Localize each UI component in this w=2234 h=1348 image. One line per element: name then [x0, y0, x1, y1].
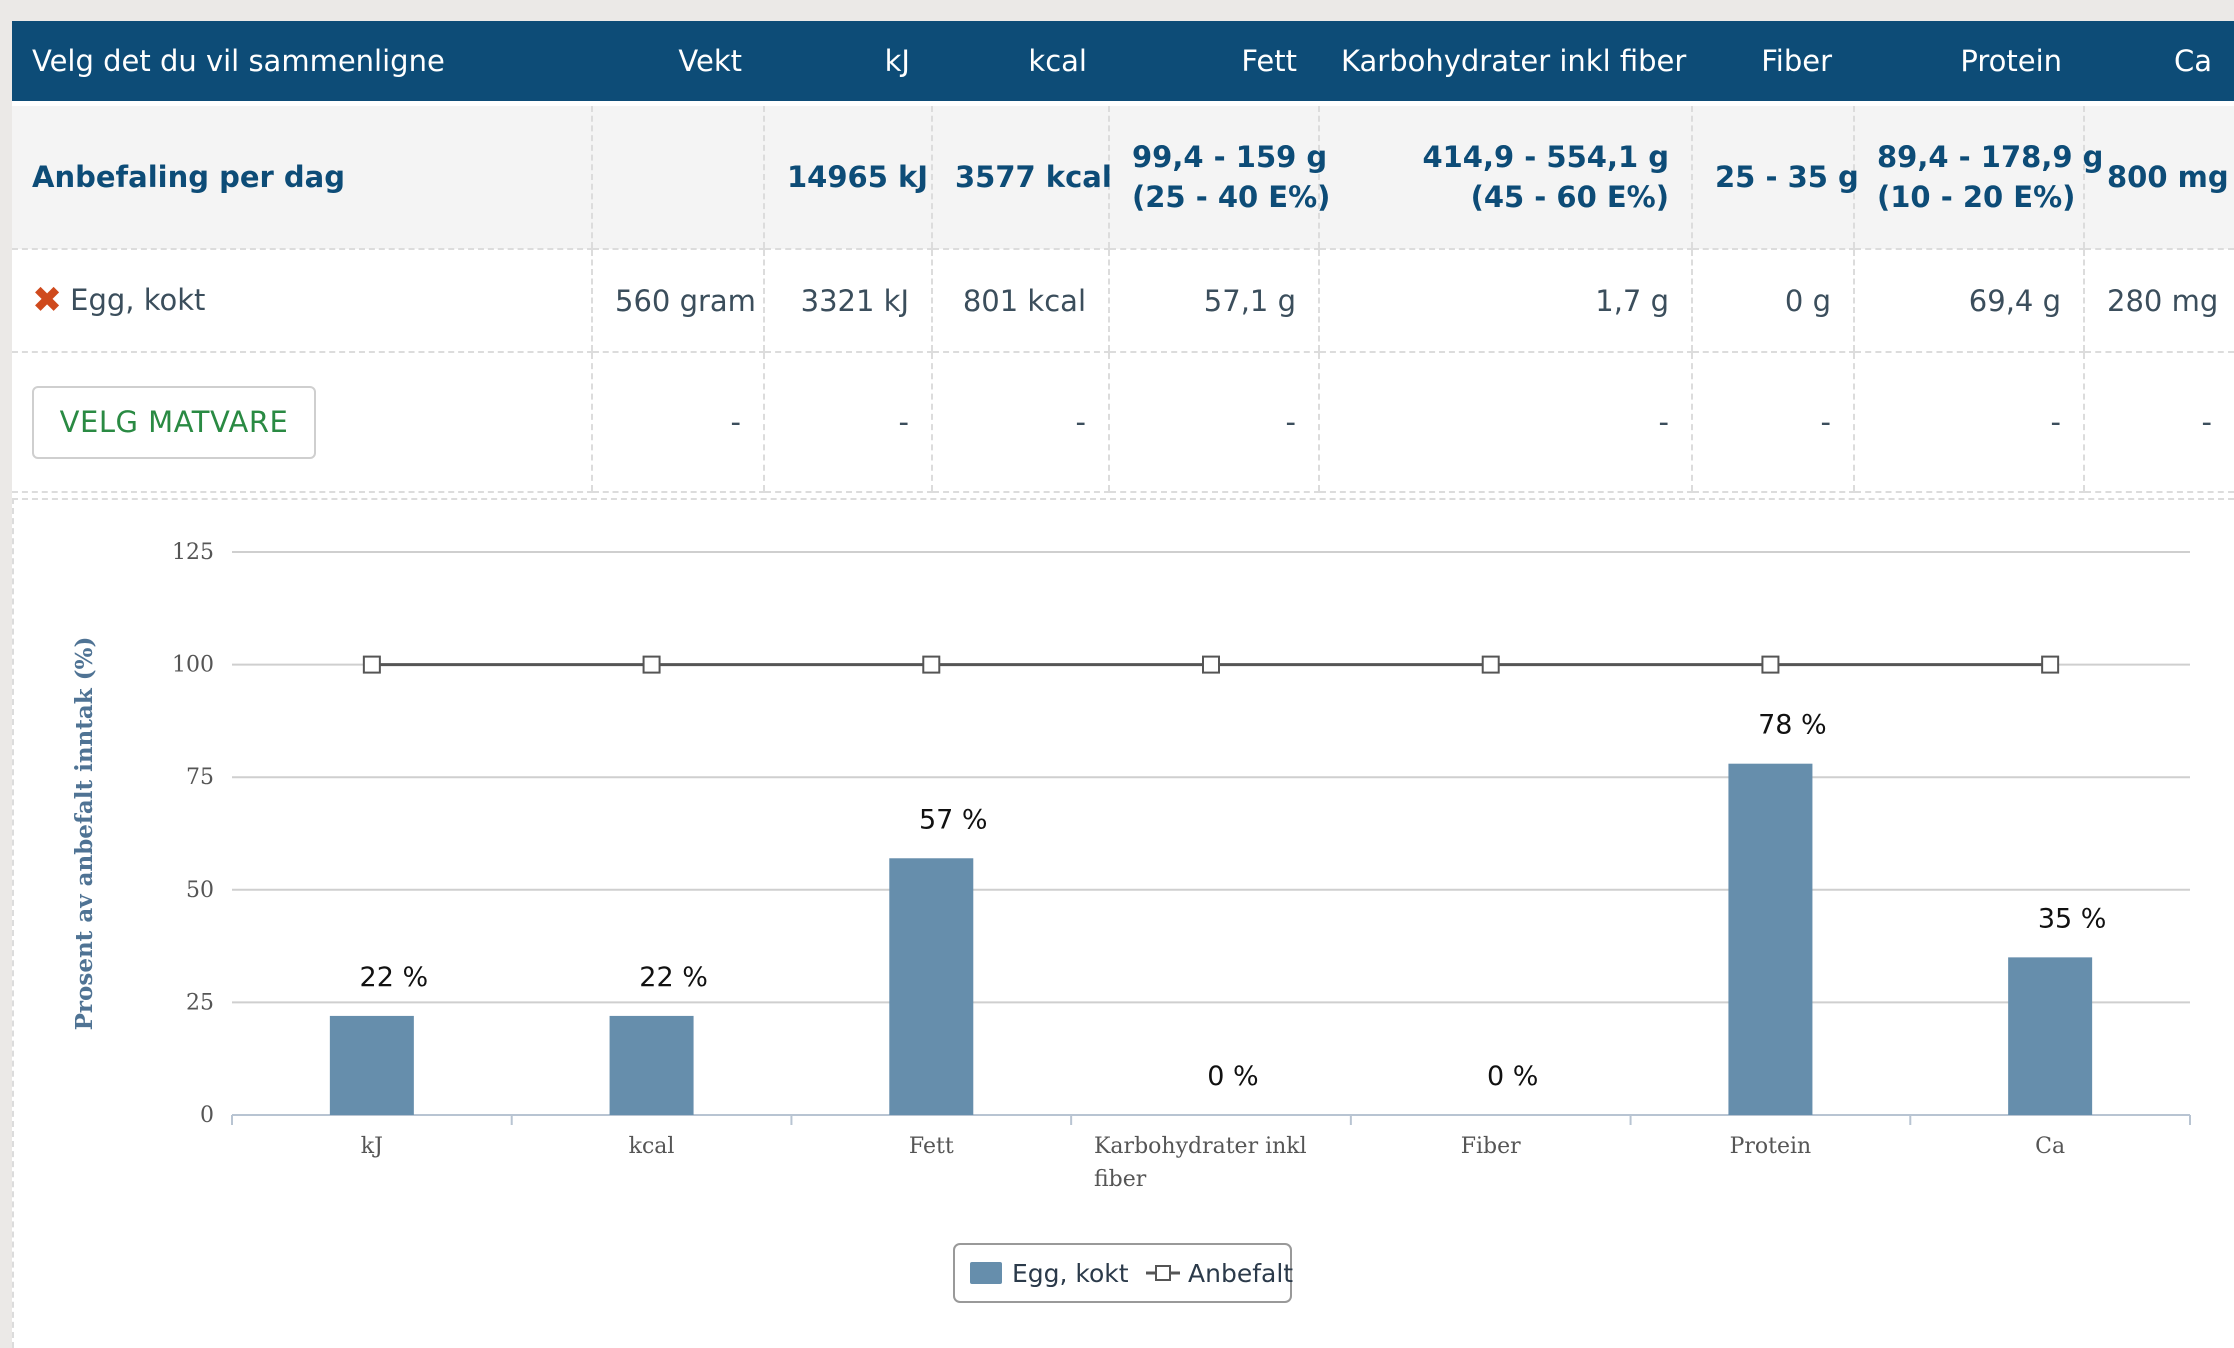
col-header-vekt: Vekt: [592, 21, 764, 101]
col-header-kj: kJ: [764, 21, 932, 101]
food-kj: 3321 kJ: [763, 249, 932, 353]
col-header-compare: Velg det du vil sammenligne: [12, 21, 592, 101]
anbefalt-point: [1481, 655, 1500, 674]
data-label: 22 %: [639, 962, 708, 993]
data-label: 0 %: [1487, 1061, 1538, 1092]
y-tick-label: 0: [200, 1103, 214, 1128]
legend-box: [953, 1243, 1292, 1303]
y-tick-label: 50: [186, 878, 214, 903]
x-tick-label: kcal: [629, 1134, 675, 1159]
anbefalt-point: [362, 655, 381, 674]
x-tick-label: Ca: [2035, 1134, 2065, 1159]
rec-fiber: 25 - 35 g: [1691, 106, 1859, 250]
pick-kcal: -: [931, 352, 1109, 493]
food-protein: 69,4 g: [1853, 249, 2084, 353]
anbefalt-point: [642, 655, 661, 674]
y-tick-label: 75: [186, 765, 214, 790]
food-name-cell: ✖ Egg, kokt: [12, 249, 592, 353]
pick-protein: -: [1853, 352, 2084, 493]
x-tick-label: Fett: [909, 1134, 954, 1159]
rec-karbo: 414,9 - 554,1 g (45 - 60 E%): [1318, 106, 1692, 250]
rec-ca: 800 mg: [2083, 106, 2234, 250]
pick-kj: -: [763, 352, 932, 493]
bar-kj: [329, 1015, 414, 1115]
col-header-fiber: Fiber: [1692, 21, 1854, 101]
anbefalt-point: [2041, 655, 2060, 674]
legend-bar-swatch: [970, 1262, 1002, 1284]
pick-vekt: -: [591, 352, 764, 493]
x-tick-label: Karbohydrater inkl fiber: [1094, 1134, 1307, 1192]
food-fiber: 0 g: [1691, 249, 1854, 353]
legend-point-swatch: [1155, 1265, 1171, 1281]
col-header-kcal: kcal: [932, 21, 1109, 101]
x-tick-label: kJ: [361, 1134, 383, 1159]
pick-row: VELG MATVARE - - - - - - - -: [12, 352, 2234, 493]
y-tick-label: 100: [172, 653, 214, 678]
nutrition-chart: 0 25 50 75 100 125 Prosent av anbefalt inntak …: [71, 540, 2191, 1303]
food-karbo: 1,7 g: [1318, 249, 1692, 353]
x-tick-label: Fiber: [1461, 1134, 1521, 1159]
recommendation-label: Anbefaling per dag: [12, 106, 592, 250]
y-axis-label: Prosent av anbefalt inntak (%): [71, 637, 98, 1031]
y-tick-label: 25: [186, 990, 214, 1015]
pick-cell: VELG MATVARE: [12, 352, 592, 493]
col-header-protein: Protein: [1854, 21, 2084, 101]
col-header-karbo: Karbohydrater inkl fiber: [1319, 21, 1692, 101]
pick-ca: -: [2083, 352, 2234, 493]
legend-label-egg: Egg, kokt: [1012, 1259, 1129, 1288]
x-tick-label: Protein: [1730, 1134, 1812, 1159]
bar-kcal: [609, 1015, 694, 1115]
data-label: 57 %: [919, 804, 988, 835]
bar-protein: [1728, 763, 1813, 1115]
bar-ca: [2008, 957, 2093, 1115]
table-header: Velg det du vil sammenligne Vekt kJ kcal…: [12, 21, 2234, 101]
food-name: Egg, kokt: [70, 283, 206, 317]
comparison-table: Velg det du vil sammenligne Vekt kJ kcal…: [12, 21, 2234, 493]
legend-label-anbefalt: Anbefalt: [1188, 1259, 1293, 1288]
x-icon[interactable]: ✖: [32, 280, 63, 321]
anbefalt-point: [1202, 655, 1220, 674]
anbefalt-point: [1761, 655, 1780, 674]
pick-fiber: -: [1691, 352, 1854, 493]
rec-kcal: 3577 kcal: [931, 106, 1112, 250]
anbefalt-point: [922, 655, 941, 674]
pick-fett: -: [1108, 352, 1319, 493]
chart-container: 0 25 50 75 100 125 Prosent av anbefalt inntak …: [12, 498, 2234, 1348]
food-row: ✖ Egg, kokt 560 gram 3321 kJ 801 kcal 57,…: [12, 249, 2234, 353]
rec-vekt: [591, 106, 764, 250]
data-label: 78 %: [1758, 710, 1827, 741]
data-label: 0 %: [1207, 1061, 1258, 1092]
y-tick-label: 125: [172, 540, 214, 565]
bar-fett: [889, 858, 974, 1115]
food-vekt: 560 gram: [591, 249, 764, 353]
col-header-ca: Ca: [2084, 21, 2234, 101]
col-header-fett: Fett: [1109, 21, 1319, 101]
pick-karbo: -: [1318, 352, 1692, 493]
data-label: 35 %: [2038, 903, 2107, 934]
rec-kj: 14965 kJ: [763, 106, 932, 250]
velg-matvare-button[interactable]: VELG MATVARE: [32, 385, 316, 459]
food-fett: 57,1 g: [1108, 249, 1319, 353]
rec-fett: 99,4 - 159 g (25 - 40 E%): [1108, 106, 1330, 250]
food-ca: 280 mg: [2083, 249, 2234, 353]
rec-protein: 89,4 - 178,9 g (10 - 20 E%): [1853, 106, 2103, 250]
data-label: 22 %: [360, 962, 429, 993]
food-kcal: 801 kcal: [931, 249, 1109, 353]
recommendation-row: Anbefaling per dag 14965 kJ 3577 kcal 99…: [12, 106, 2234, 250]
